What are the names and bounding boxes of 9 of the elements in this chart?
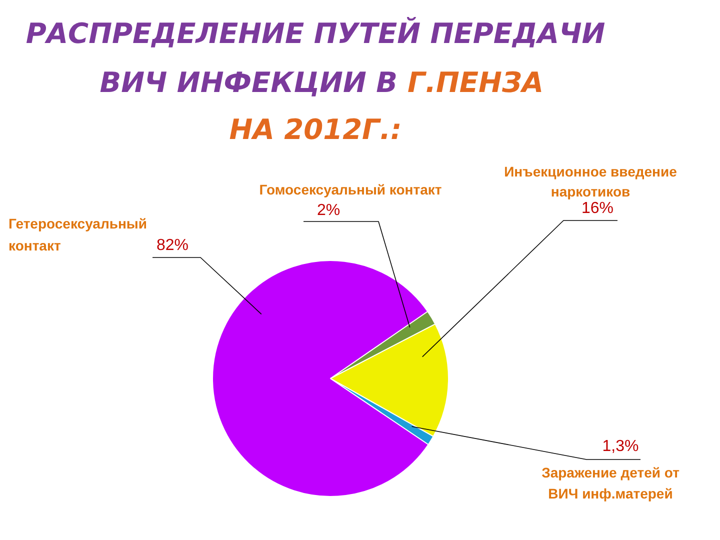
data-label: 16% bbox=[581, 200, 614, 217]
chart-title: РАСПРЕДЕЛЕНИЕ ПУТЕЙ ПЕРЕДАЧИ ВИЧ ИНФЕКЦИИ В Г.ПЕНЗА НА 2012Г.: bbox=[26, 17, 606, 146]
slice-label: Гомосексуальный контакт bbox=[259, 182, 442, 198]
data-label: 82% bbox=[156, 237, 189, 254]
slice-label: Заражение детей от ВИЧ инф.матерей bbox=[542, 464, 680, 502]
slice-label: Гетеросексуальный контакт bbox=[8, 216, 147, 254]
data-label: 1,3% bbox=[602, 438, 639, 455]
slice-label: Инъекционное введение наркотиков bbox=[504, 164, 678, 200]
data-label: 2% bbox=[316, 202, 340, 219]
